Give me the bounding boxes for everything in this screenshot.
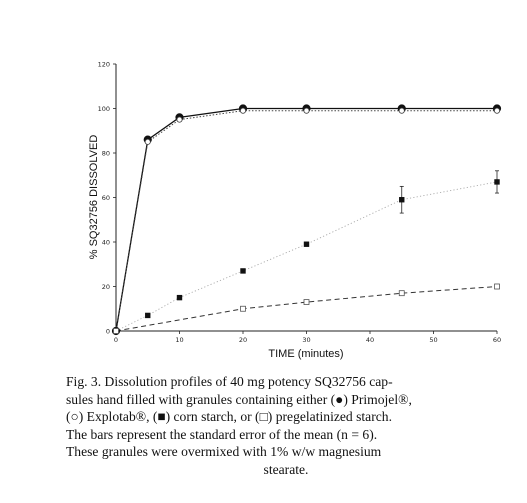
y-tick-label: 40 [102,238,110,246]
y-axis-title: % SQ32756 DISSOLVED [88,135,100,260]
x-tick-label: 20 [239,336,247,344]
data-point [494,179,500,185]
caption-line: The bars represent the standard error of… [66,426,378,442]
x-tick-label: 0 [114,336,118,344]
y-tick-label: 20 [102,283,110,291]
y-tick-label: 100 [98,105,110,113]
caption-line: (○) Explotab®, (■) corn starch, or (□) p… [66,409,392,425]
series-line [115,107,497,332]
y-tick-label: 120 [98,60,110,68]
data-point [144,138,151,145]
data-point [145,312,151,319]
data-point [176,294,183,301]
caption-line: sules hand filled with granules containi… [66,391,412,407]
data-point [398,290,405,297]
series-line [115,181,498,332]
caption-line: Fig. 3. Dissolution profiles of 40 mg po… [66,374,393,389]
data-point [239,107,246,114]
data-point [398,107,405,114]
data-point [240,268,246,274]
data-point [303,241,310,247]
x-tick-label: 50 [429,336,437,344]
data-point [176,116,183,123]
series-line [115,110,497,332]
y-tick-label: 0 [106,327,110,335]
y-tick-label: 60 [102,194,110,202]
dissolution-chart: 0 10 20 30 40 50 60 0 20 40 60 80 100 120 TIME (minut… [88,60,502,360]
caption-line: These granules were overmixed with 1% w/… [66,444,382,460]
figure-caption: Fig. 3. Dissolution profiles of 40 mg po… [66,373,506,479]
data-point [240,305,246,312]
y-tick-label: 80 [102,149,110,157]
x-axis-title: TIME (minutes) [268,348,343,360]
data-point [113,328,119,334]
data-point [303,299,310,305]
series-line [115,286,498,332]
data-point [493,107,500,114]
x-tick-label: 30 [302,336,310,344]
data-point [494,283,500,290]
caption-line: stearate. [263,461,309,477]
chart-series [111,104,502,336]
x-tick-label: 10 [175,336,183,344]
data-point [399,197,405,203]
chart-ticks: 0 10 20 30 40 50 60 0 20 40 60 80 100 120 [98,60,502,344]
data-point [303,107,310,114]
x-tick-label: 40 [366,336,374,344]
x-tick-label: 60 [493,336,501,344]
